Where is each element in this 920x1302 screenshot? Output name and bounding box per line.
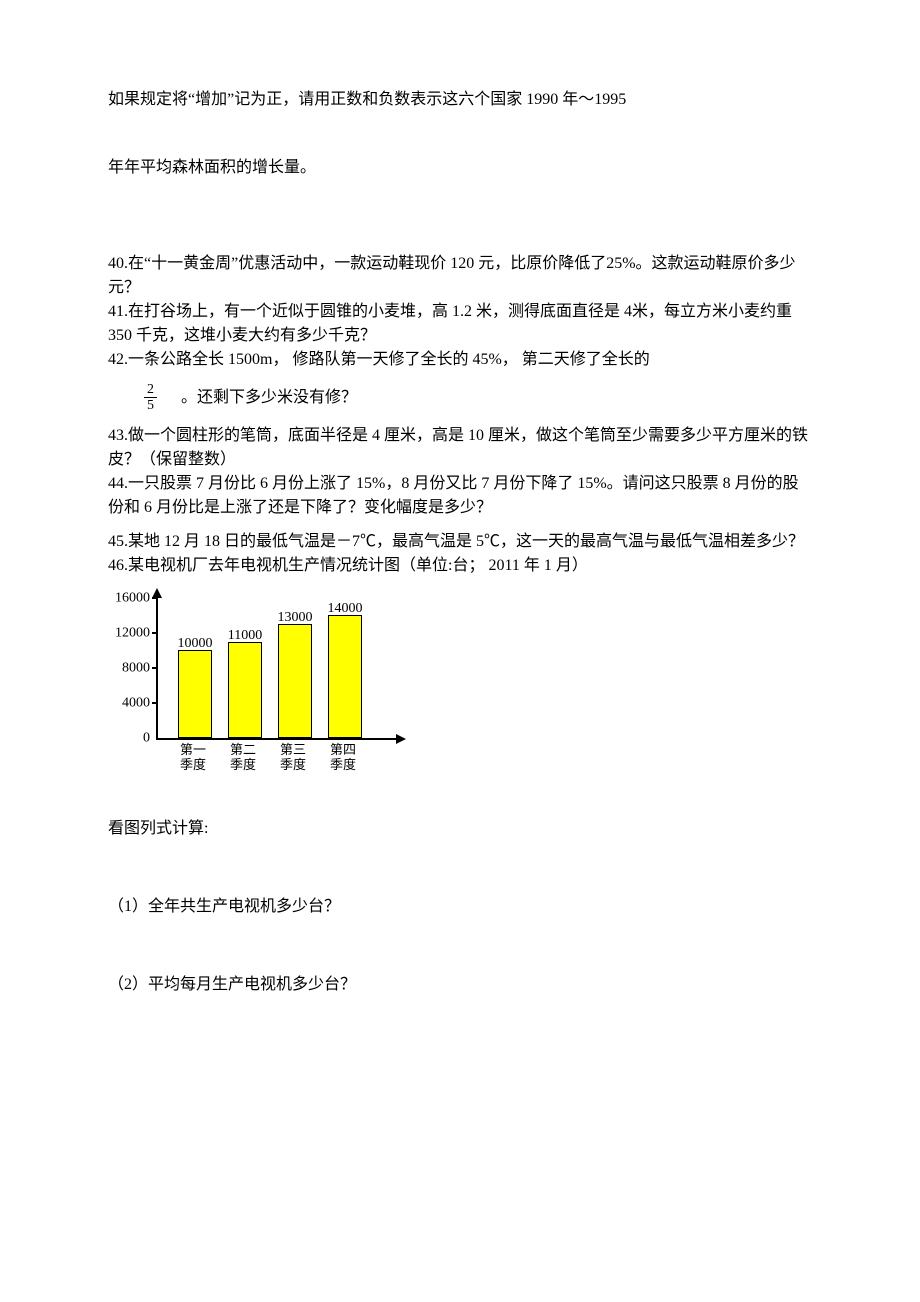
fraction-denominator: 5 <box>144 398 157 413</box>
spacer <box>108 773 812 817</box>
question-45: 45.某地 12 月 18 日的最低气温是－7℃，最高气温是 5℃，这一天的最高… <box>108 530 812 554</box>
chart-bar: 14000 <box>328 615 362 738</box>
intro-line-1: 如果规定将“增加”记为正，请用正数和负数表示这六个国家 1990 年～1995 <box>108 88 812 112</box>
question-41: 41.在打谷场上，有一个近似于圆锥的小麦堆，高 1.2 米，测得底面直径是 4米… <box>108 300 812 348</box>
spacer <box>108 180 812 224</box>
y-axis-label: 8000 <box>122 657 150 678</box>
bar-chart: 040008000120001600010000110001300014000第… <box>108 598 812 773</box>
x-axis-labels: 第一 季度第二 季度第三 季度第四 季度 <box>156 742 414 773</box>
document-page: 如果规定将“增加”记为正，请用正数和负数表示这六个国家 1990 年～1995 … <box>0 0 920 1057</box>
bar-value-label: 14000 <box>328 598 363 619</box>
spacer <box>108 885 812 895</box>
x-axis-category-label: 第三 季度 <box>268 742 318 773</box>
spacer <box>108 224 812 252</box>
spacer <box>108 919 812 963</box>
sub-question-1: （1）全年共生产电视机多少台？ <box>108 895 812 919</box>
question-42-part-a: 42.一条公路全长 1500m， 修路队第一天修了全长的 45%， 第二天修了全… <box>108 348 812 372</box>
chart-instruction: 看图列式计算: <box>108 817 812 841</box>
question-44: 44.一只股票 7 月份比 6 月份上涨了 15%，8 月份又比 7 月份下降了… <box>108 472 812 520</box>
x-axis-category-label: 第四 季度 <box>318 742 368 773</box>
bar-value-label: 10000 <box>178 633 213 654</box>
y-axis-label: 12000 <box>115 622 150 643</box>
intro-line-2: 年年平均森林面积的增长量。 <box>108 156 812 180</box>
y-tick <box>152 667 158 669</box>
spacer <box>108 414 812 424</box>
y-tick <box>152 632 158 634</box>
spacer <box>108 841 812 885</box>
question-40: 40.在“十一黄金周”优惠活动中，一款运动鞋现价 120 元，比原价降低了25%… <box>108 252 812 300</box>
question-42-fraction-line: 2 5 。还剩下多少米没有修？ <box>108 382 812 414</box>
x-axis-arrow-icon <box>396 734 406 744</box>
question-42-part-b: 。还剩下多少米没有修？ <box>181 386 357 410</box>
y-tick <box>152 597 158 599</box>
question-43: 43.做一个圆柱形的笔筒，底面半径是 4 厘米，高是 10 厘米，做这个笔筒至少… <box>108 424 812 472</box>
question-46: 46.某电视机厂去年电视机生产情况统计图（单位:台； 2011 年 1 月） <box>108 554 812 578</box>
y-tick <box>152 702 158 704</box>
chart-bar: 10000 <box>178 650 212 738</box>
spacer <box>108 963 812 973</box>
fraction-2-over-5: 2 5 <box>144 382 157 414</box>
spacer <box>108 112 812 156</box>
fraction-numerator: 2 <box>144 382 157 398</box>
y-axis-label: 4000 <box>122 692 150 713</box>
bar-value-label: 11000 <box>228 625 262 646</box>
spacer <box>108 520 812 530</box>
spacer <box>108 372 812 382</box>
x-axis-category-label: 第二 季度 <box>218 742 268 773</box>
sub-question-2: （2）平均每月生产电视机多少台？ <box>108 973 812 997</box>
y-axis-label: 0 <box>143 727 150 748</box>
chart-bar: 13000 <box>278 624 312 738</box>
chart-plot-area: 040008000120001600010000110001300014000 <box>156 598 396 740</box>
chart-bar: 11000 <box>228 642 262 738</box>
bar-value-label: 13000 <box>278 607 313 628</box>
x-axis-category-label: 第一 季度 <box>168 742 218 773</box>
y-axis-label: 16000 <box>115 587 150 608</box>
